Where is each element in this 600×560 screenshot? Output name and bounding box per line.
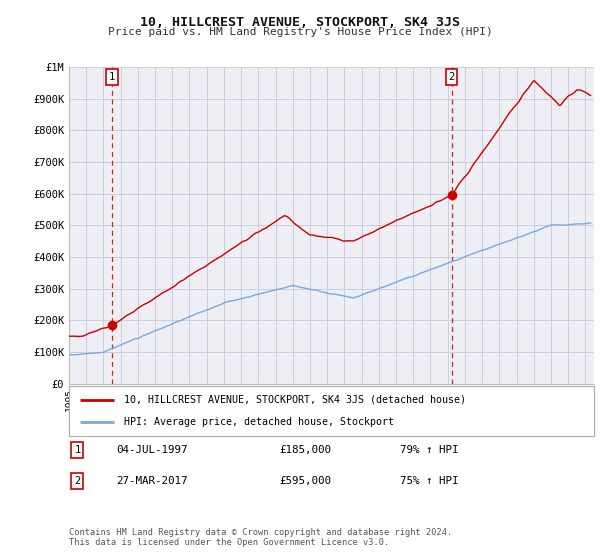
- Text: 10, HILLCREST AVENUE, STOCKPORT, SK4 3JS: 10, HILLCREST AVENUE, STOCKPORT, SK4 3JS: [140, 16, 460, 29]
- Point: [107, 320, 117, 329]
- Text: 10, HILLCREST AVENUE, STOCKPORT, SK4 3JS (detached house): 10, HILLCREST AVENUE, STOCKPORT, SK4 3JS…: [124, 395, 466, 405]
- Text: Contains HM Land Registry data © Crown copyright and database right 2024.
This d: Contains HM Land Registry data © Crown c…: [69, 528, 452, 547]
- Text: 1: 1: [74, 445, 80, 455]
- Text: 79% ↑ HPI: 79% ↑ HPI: [400, 445, 458, 455]
- Text: 2: 2: [449, 72, 455, 82]
- Text: £185,000: £185,000: [279, 445, 331, 455]
- Point: [447, 191, 457, 200]
- Text: 04-JUL-1997: 04-JUL-1997: [116, 445, 188, 455]
- Text: £595,000: £595,000: [279, 476, 331, 486]
- Text: Price paid vs. HM Land Registry's House Price Index (HPI): Price paid vs. HM Land Registry's House …: [107, 27, 493, 37]
- Text: 1: 1: [109, 72, 115, 82]
- Text: HPI: Average price, detached house, Stockport: HPI: Average price, detached house, Stoc…: [124, 417, 394, 427]
- Text: 2: 2: [74, 476, 80, 486]
- Text: 75% ↑ HPI: 75% ↑ HPI: [400, 476, 458, 486]
- Text: 27-MAR-2017: 27-MAR-2017: [116, 476, 188, 486]
